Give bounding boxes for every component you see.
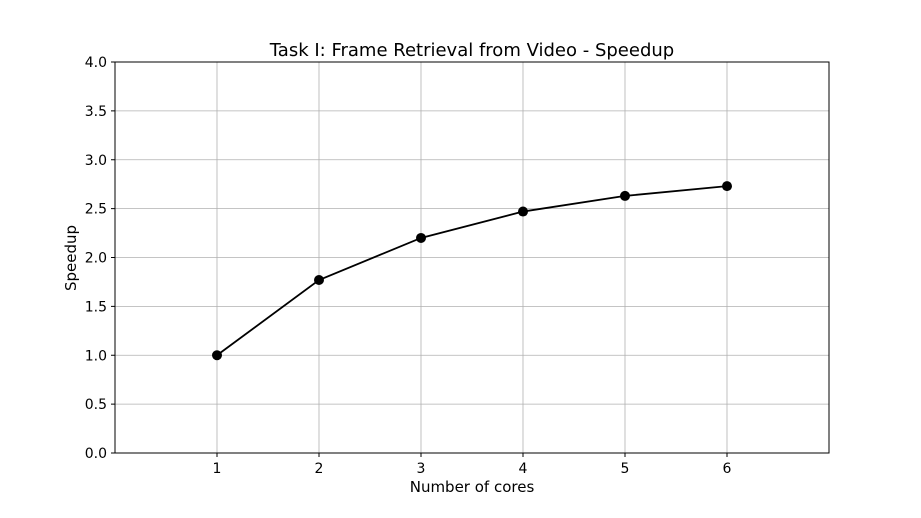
x-tick-label: 6 (723, 461, 732, 477)
data-point (518, 206, 528, 217)
data-point (416, 232, 426, 243)
x-axis: 1 2 3 4 5 6 (213, 453, 732, 477)
x-tick-label: 1 (213, 461, 222, 477)
y-tick-label: 2.0 (85, 251, 107, 267)
chart-title: Task I: Frame Retrieval from Video - Spe… (269, 40, 674, 61)
data-point (722, 181, 732, 192)
y-tick-label: 2.5 (85, 202, 107, 218)
y-tick-label: 0.5 (85, 397, 107, 413)
data-point (314, 274, 324, 285)
y-tick-label: 3.0 (85, 153, 107, 169)
y-tick-label: 4.0 (85, 55, 107, 71)
y-axis-label: Speedup (62, 225, 80, 291)
series-line (216, 185, 728, 356)
series-group (212, 181, 732, 361)
y-tick-label: 3.5 (85, 104, 107, 120)
x-tick-label: 3 (417, 461, 426, 477)
x-tick-label: 4 (519, 461, 528, 477)
data-point (620, 190, 630, 201)
y-tick-label: 1.0 (85, 348, 107, 364)
y-tick-label: 0.0 (85, 446, 107, 462)
y-tick-label: 1.5 (85, 299, 107, 315)
grid-lines (115, 61, 829, 454)
x-tick-label: 2 (315, 461, 324, 477)
data-point (212, 350, 222, 361)
x-tick-label: 5 (621, 461, 630, 477)
y-axis: 0.0 0.5 1.0 1.5 2.0 2.5 3.0 3.5 4.0 (85, 55, 115, 462)
x-axis-label: Number of cores (410, 478, 535, 496)
